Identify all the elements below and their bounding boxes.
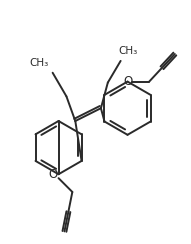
Text: CH₃: CH₃: [29, 58, 49, 68]
Text: CH₃: CH₃: [118, 46, 137, 56]
Text: O: O: [123, 75, 132, 88]
Text: O: O: [48, 168, 57, 181]
